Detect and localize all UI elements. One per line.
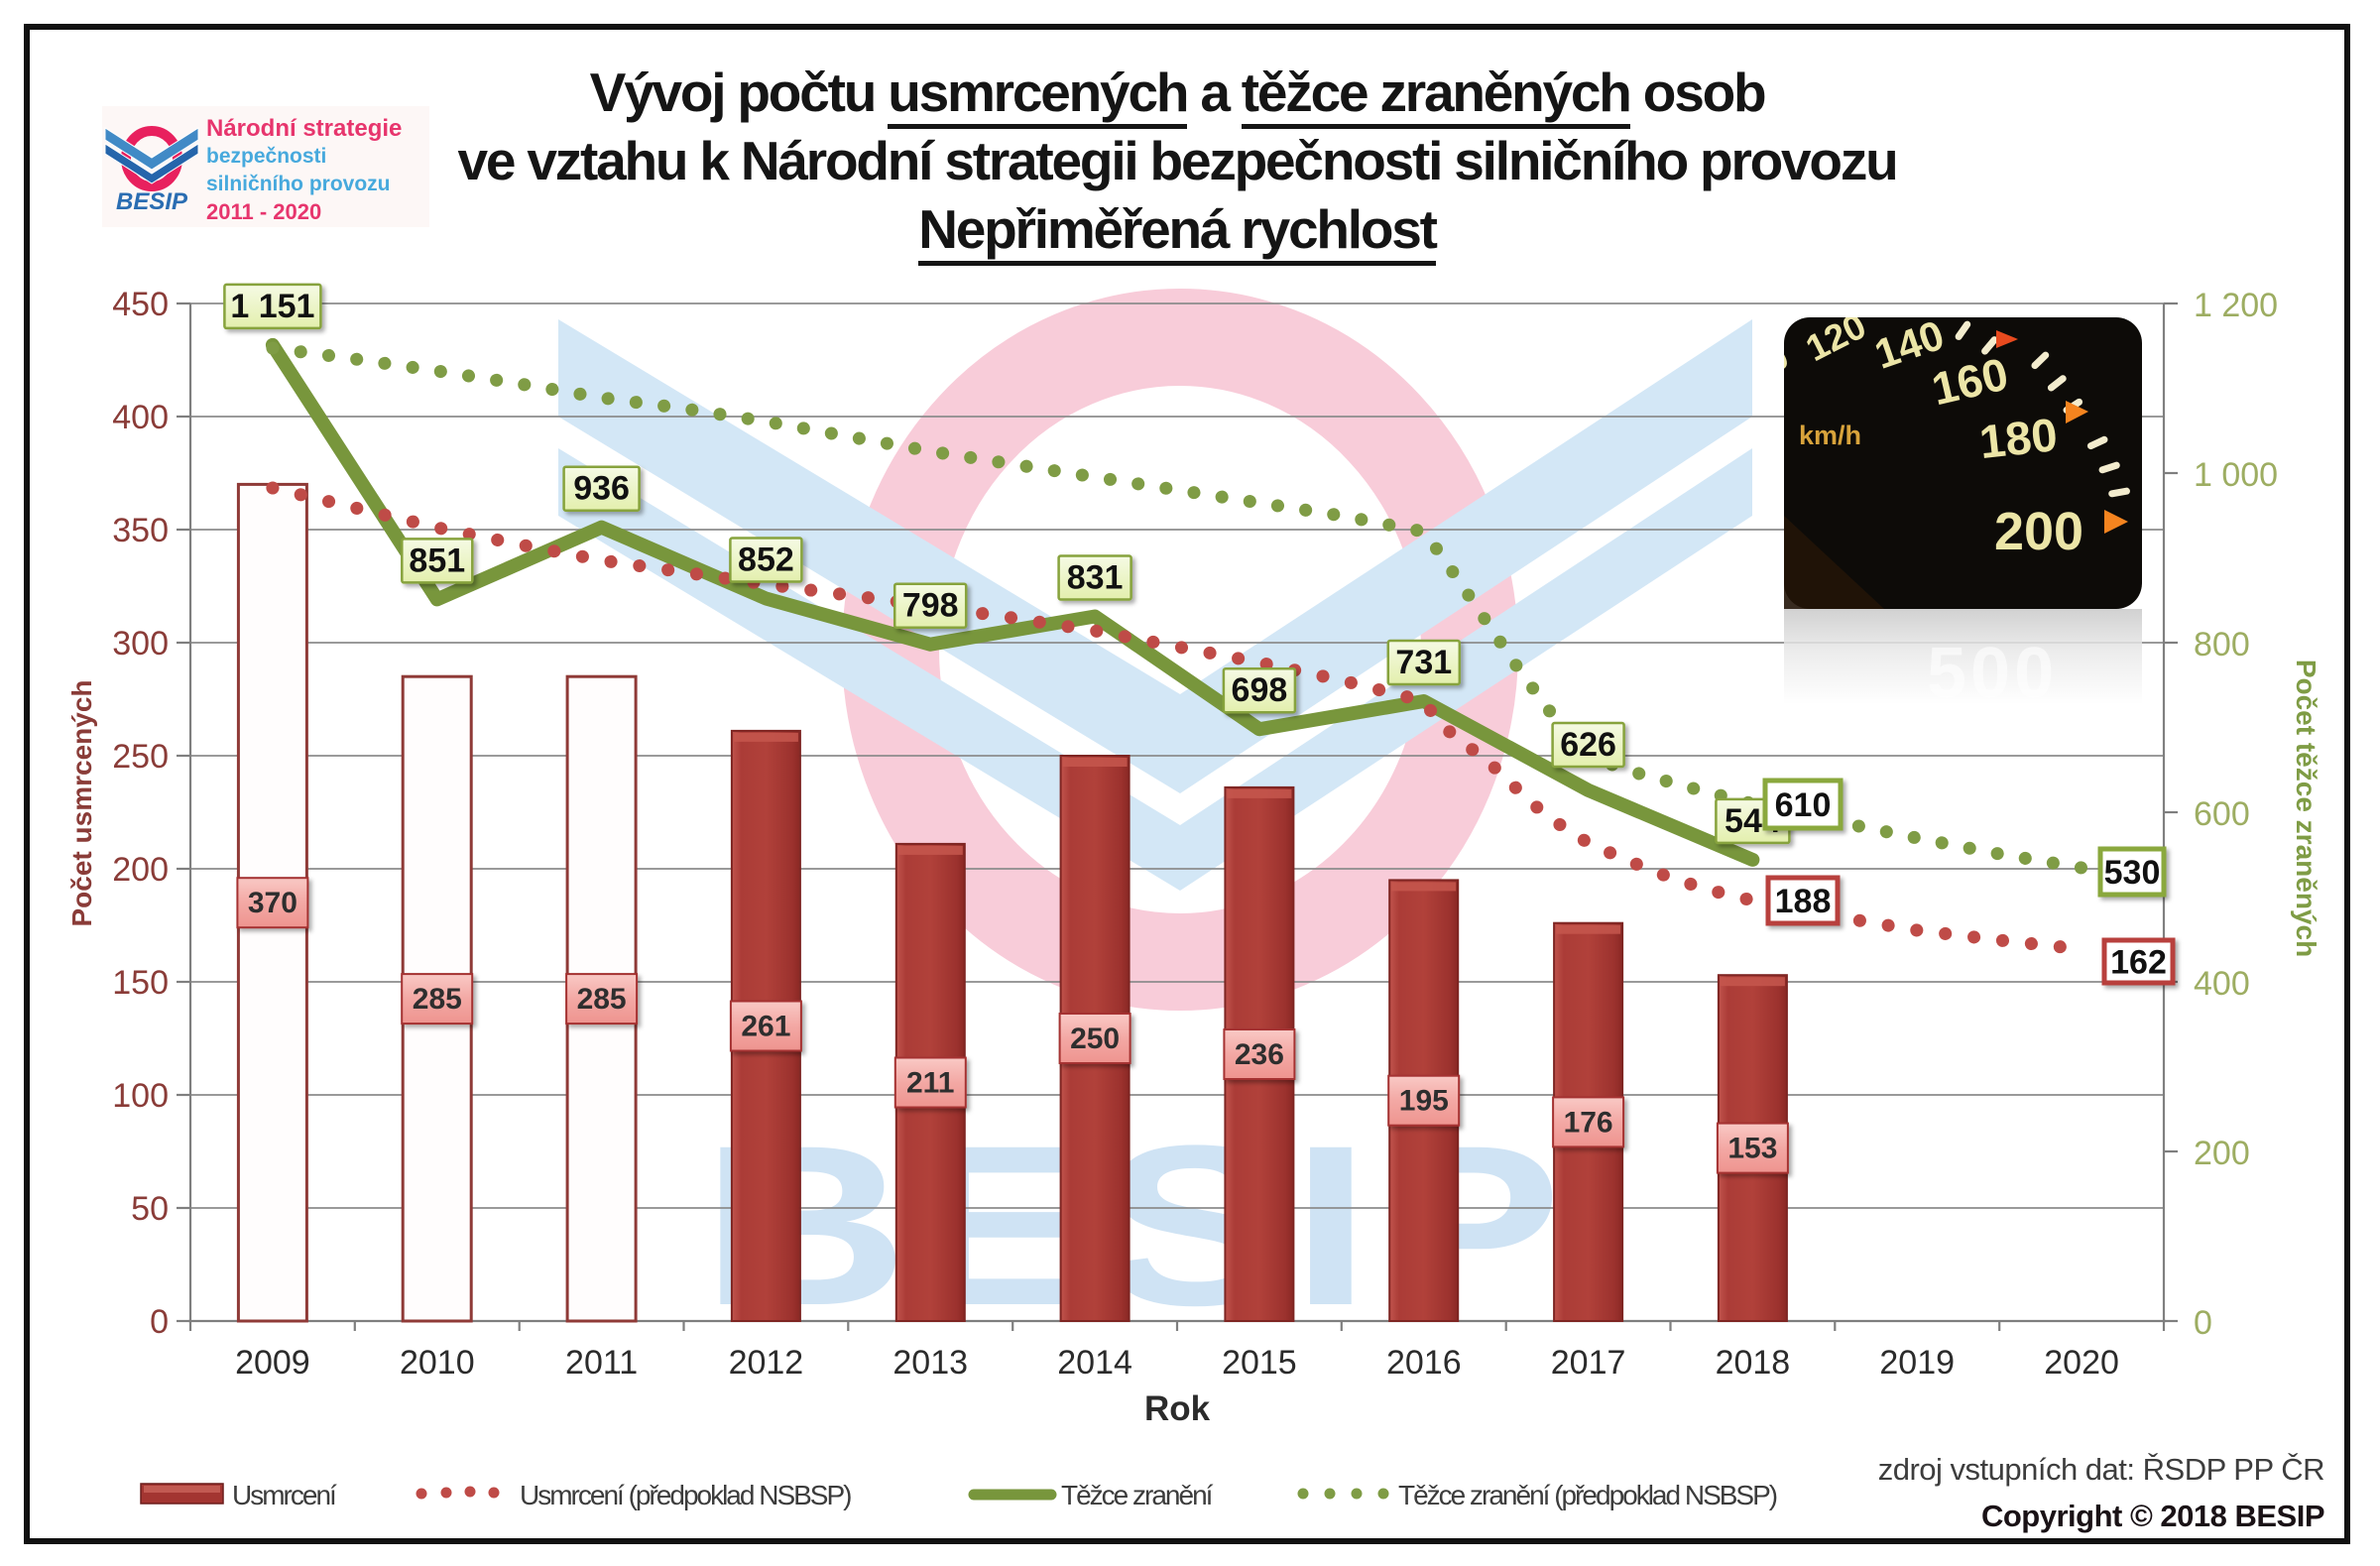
svg-text:1 151: 1 151 <box>230 288 314 325</box>
svg-text:250: 250 <box>112 738 169 776</box>
svg-text:2020: 2020 <box>2044 1344 2119 1382</box>
svg-text:285: 285 <box>413 983 462 1016</box>
svg-text:2011: 2011 <box>565 1344 638 1382</box>
svg-text:852: 852 <box>738 542 794 579</box>
svg-text:2015: 2015 <box>1222 1344 1297 1382</box>
svg-text:Počet těžce zraněných: Počet těžce zraněných <box>2291 660 2321 957</box>
svg-text:Počet usmrcených: Počet usmrcených <box>66 680 97 927</box>
svg-text:851: 851 <box>409 542 465 579</box>
svg-text:Těžce zranění (předpoklad NSBS: Těžce zranění (předpoklad NSBSP) <box>1398 1480 1777 1510</box>
svg-text:1 200: 1 200 <box>2194 287 2278 324</box>
svg-text:0: 0 <box>2194 1304 2212 1342</box>
svg-text:200: 200 <box>2194 1135 2250 1172</box>
svg-text:2012: 2012 <box>729 1344 804 1382</box>
svg-text:Těžce zranění: Těžce zranění <box>1061 1480 1214 1510</box>
svg-text:BESIP: BESIP <box>116 188 188 215</box>
svg-text:Rok: Rok <box>1144 1389 1211 1428</box>
svg-text:150: 150 <box>112 964 169 1002</box>
svg-text:188: 188 <box>1775 883 1832 920</box>
svg-text:2013: 2013 <box>892 1344 968 1382</box>
svg-text:2019: 2019 <box>1879 1344 1955 1382</box>
svg-text:798: 798 <box>902 587 959 625</box>
svg-text:530: 530 <box>2104 854 2161 892</box>
svg-text:936: 936 <box>573 470 630 508</box>
svg-text:1 000: 1 000 <box>2194 456 2278 494</box>
svg-text:800: 800 <box>2194 626 2250 663</box>
svg-text:2010: 2010 <box>400 1344 475 1382</box>
svg-text:Usmrcení: Usmrcení <box>232 1480 337 1510</box>
svg-text:831: 831 <box>1067 559 1124 597</box>
svg-text:731: 731 <box>1395 644 1452 681</box>
svg-text:2014: 2014 <box>1057 1344 1132 1382</box>
svg-text:285: 285 <box>577 983 627 1016</box>
svg-text:50: 50 <box>131 1190 169 1228</box>
svg-text:261: 261 <box>741 1011 790 1043</box>
svg-text:176: 176 <box>1564 1106 1613 1139</box>
svg-text:370: 370 <box>248 887 298 919</box>
svg-text:610: 610 <box>1775 786 1832 824</box>
svg-text:2018: 2018 <box>1716 1344 1791 1382</box>
svg-text:2016: 2016 <box>1386 1344 1462 1382</box>
svg-text:100: 100 <box>112 1077 169 1115</box>
svg-text:698: 698 <box>1232 671 1288 709</box>
svg-text:600: 600 <box>2194 795 2250 833</box>
svg-text:2017: 2017 <box>1551 1344 1626 1382</box>
svg-text:400: 400 <box>112 399 169 436</box>
svg-text:2009: 2009 <box>235 1344 310 1382</box>
svg-text:626: 626 <box>1560 726 1616 764</box>
svg-text:350: 350 <box>112 512 169 549</box>
svg-text:400: 400 <box>2194 965 2250 1003</box>
svg-text:Usmrcení (předpoklad NSBSP): Usmrcení (předpoklad NSBSP) <box>520 1480 851 1510</box>
svg-text:162: 162 <box>2110 944 2167 982</box>
svg-text:250: 250 <box>1070 1023 1120 1055</box>
svg-text:211: 211 <box>906 1067 954 1100</box>
svg-text:180: 180 <box>1977 408 2061 468</box>
svg-text:236: 236 <box>1235 1038 1284 1071</box>
svg-text:200: 200 <box>1994 502 2083 561</box>
svg-text:200: 200 <box>112 851 169 889</box>
svg-text:km/h: km/h <box>1799 421 1861 450</box>
svg-text:450: 450 <box>112 286 169 323</box>
svg-text:300: 300 <box>112 625 169 663</box>
svg-text:500: 500 <box>1927 634 2058 713</box>
svg-text:0: 0 <box>150 1303 169 1341</box>
svg-text:195: 195 <box>1399 1085 1449 1118</box>
svg-text:153: 153 <box>1727 1133 1777 1165</box>
